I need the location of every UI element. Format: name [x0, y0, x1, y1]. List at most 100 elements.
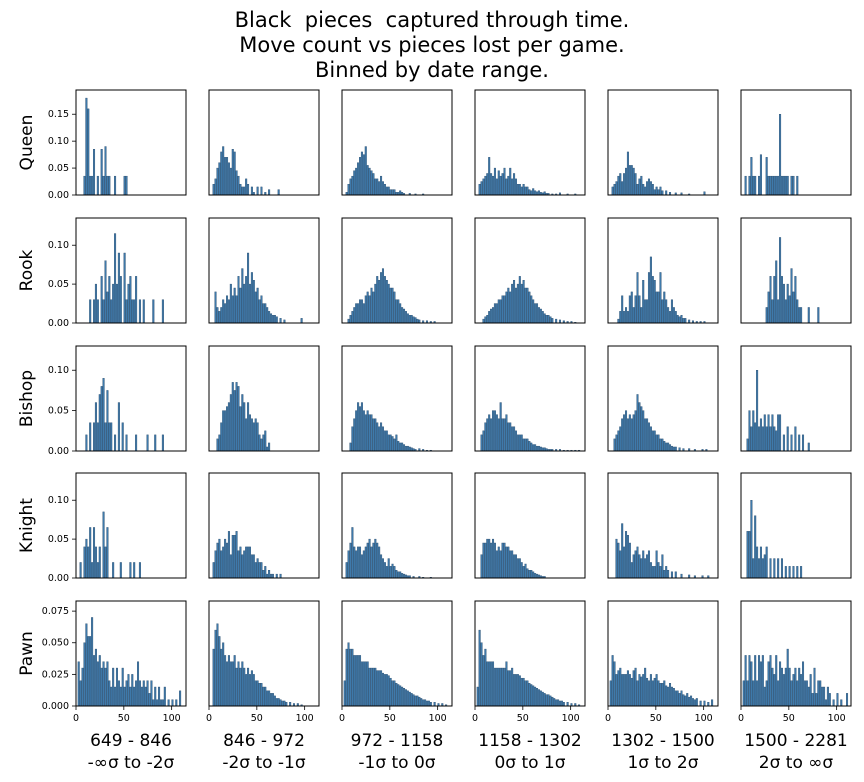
- histogram-bar: [488, 538, 491, 579]
- histogram-bar: [220, 151, 223, 196]
- histogram-bar: [780, 667, 783, 707]
- histogram-bar: [615, 538, 618, 579]
- histogram-bar: [663, 680, 666, 707]
- histogram-bar: [748, 175, 751, 196]
- histogram-bar: [391, 287, 394, 324]
- histogram-bar: [226, 661, 229, 707]
- histogram-bar: [391, 563, 394, 579]
- histogram-bar: [281, 700, 284, 707]
- histogram-bar: [501, 542, 504, 579]
- histogram-bar: [672, 307, 675, 324]
- histogram-bar: [630, 677, 633, 707]
- histogram-bar: [218, 538, 221, 579]
- histogram-bar: [275, 316, 278, 324]
- histogram-bar: [79, 562, 82, 579]
- histogram-bar: [647, 272, 650, 324]
- histogram-bar: [370, 170, 373, 196]
- histogram-bar: [676, 690, 679, 707]
- histogram-bar: [536, 573, 539, 579]
- histogram-bar: [378, 426, 381, 452]
- histogram-bar: [769, 426, 772, 452]
- histogram-bar: [528, 441, 531, 452]
- histogram-bar: [376, 670, 379, 707]
- histogram-bar: [108, 276, 111, 324]
- histogram-bar: [661, 299, 664, 324]
- histogram-bar: [135, 434, 138, 452]
- x-tick-label: 0: [339, 713, 345, 724]
- histogram-bar: [277, 698, 280, 707]
- y-tick-label: 0.025: [42, 669, 69, 680]
- histogram-bar: [647, 680, 650, 707]
- histogram-bar: [630, 418, 633, 452]
- histogram-bar: [750, 661, 753, 707]
- histogram-bar: [771, 175, 774, 196]
- histogram-bar: [389, 677, 392, 707]
- panel-knight-5: [740, 472, 852, 579]
- histogram-bar: [796, 566, 799, 579]
- histogram-bar: [410, 693, 413, 707]
- histogram-bar: [243, 186, 246, 196]
- histogram-bar: [647, 550, 650, 579]
- histogram-bar: [117, 252, 120, 324]
- histogram-bar: [518, 184, 521, 196]
- histogram-bar: [112, 283, 115, 324]
- histogram-bar: [558, 700, 561, 707]
- histogram-bar: [807, 686, 810, 707]
- histogram-bar: [140, 686, 143, 707]
- histogram-bar: [617, 670, 620, 707]
- histogram-bar: [383, 184, 386, 196]
- histogram-bar: [670, 299, 673, 324]
- histogram-bar: [226, 295, 229, 324]
- histogram-bar: [96, 299, 99, 324]
- histogram-bar: [372, 173, 375, 196]
- histogram-bar: [144, 686, 147, 707]
- histogram-bar: [227, 655, 230, 707]
- histogram-bar: [108, 175, 111, 196]
- histogram-bar: [493, 167, 496, 196]
- histogram-bar: [271, 693, 274, 707]
- histogram-bar: [360, 554, 363, 579]
- histogram-bar: [649, 674, 652, 707]
- histogram-bar: [412, 694, 415, 707]
- histogram-bar: [759, 418, 762, 452]
- histogram-bar: [383, 674, 386, 707]
- histogram-bar: [773, 558, 776, 579]
- histogram-bar: [403, 308, 406, 324]
- histogram-bar: [761, 558, 764, 579]
- histogram-bar: [813, 667, 816, 707]
- histogram-bar: [526, 680, 529, 707]
- histogram-bar: [256, 287, 259, 324]
- histogram-bar: [821, 686, 824, 707]
- histogram-bar: [102, 299, 105, 324]
- histogram-bar: [642, 280, 645, 324]
- histogram-bar: [642, 550, 645, 579]
- histogram-bar: [429, 702, 432, 707]
- histogram-bar: [555, 699, 558, 707]
- x-tick-label: 0: [73, 713, 79, 724]
- histogram-bar: [175, 699, 178, 707]
- histogram-bar: [131, 299, 134, 324]
- histogram-bar: [351, 527, 354, 579]
- histogram-bar: [524, 287, 527, 324]
- panel-queen-3: [474, 89, 586, 196]
- histogram-bar: [759, 661, 762, 707]
- histogram-bar: [693, 699, 696, 707]
- histogram-bar: [642, 410, 645, 452]
- histogram-bar: [826, 686, 829, 707]
- histogram-bar: [480, 181, 483, 196]
- histogram-bar: [551, 696, 554, 707]
- histogram-bar: [106, 390, 109, 452]
- histogram-bar: [403, 444, 406, 452]
- histogram-bar: [493, 667, 496, 707]
- histogram-bar: [152, 299, 155, 324]
- chart-title: Black pieces captured through time. Move…: [0, 8, 864, 83]
- histogram-bar: [682, 694, 685, 707]
- histogram-bar: [769, 558, 772, 579]
- histogram-bar: [495, 550, 498, 579]
- histogram-bar: [651, 276, 654, 324]
- histogram-bar: [212, 562, 215, 579]
- histogram-bar: [493, 303, 496, 324]
- histogram-bar: [493, 410, 496, 452]
- histogram-bar: [376, 542, 379, 579]
